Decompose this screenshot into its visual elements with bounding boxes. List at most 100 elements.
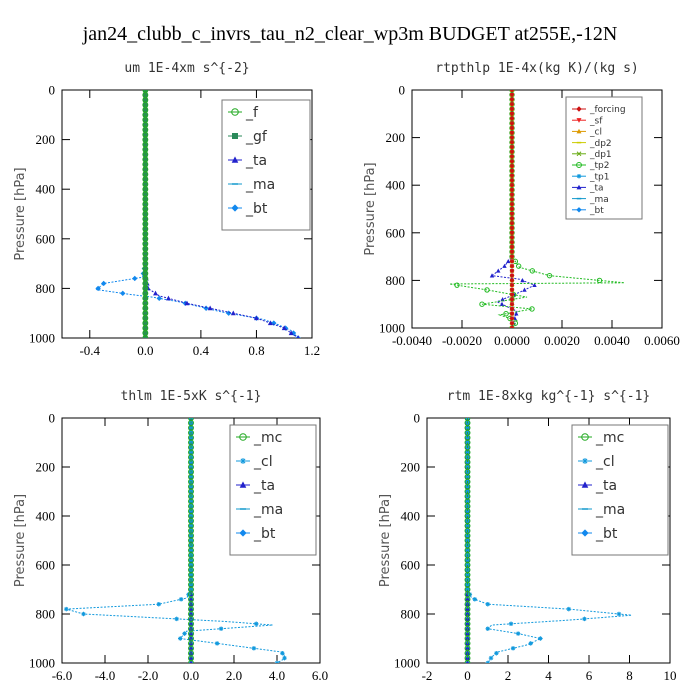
data-point xyxy=(465,533,470,538)
x-tick-label: 0.0060 xyxy=(644,333,680,348)
legend-marker xyxy=(239,433,247,441)
data-point xyxy=(509,111,515,117)
y-tick-label: 800 xyxy=(401,607,421,622)
data-point xyxy=(509,201,515,207)
y-tick-label: 600 xyxy=(401,558,421,573)
legend-marker xyxy=(581,529,589,537)
legend: _mc _cl _ta _ma _bt xyxy=(571,424,669,556)
data-point xyxy=(188,660,194,663)
data-point xyxy=(253,315,259,321)
legend-label: _mc xyxy=(595,430,624,446)
data-point xyxy=(142,335,149,338)
data-point xyxy=(509,297,515,302)
data-point xyxy=(143,132,148,137)
x-tick-label: 0.8 xyxy=(248,343,264,358)
y-axis-label: Pressure [hPa] xyxy=(378,494,393,587)
x-tick-label: -0.0020 xyxy=(442,333,482,348)
data-point xyxy=(188,596,194,602)
chart-panel-2: rtpthlp 1E-4x(kg K)/(kg s) 0 200 400 600 800 1… xyxy=(363,61,680,348)
data-point xyxy=(120,290,126,297)
data-point xyxy=(509,230,515,236)
data-point xyxy=(64,606,69,612)
data-point xyxy=(188,425,194,431)
x-tick-label: -2.0 xyxy=(138,668,159,683)
data-point xyxy=(81,611,86,617)
series-mc xyxy=(188,418,194,663)
data-point xyxy=(509,306,515,312)
data-point xyxy=(520,278,525,283)
legend-marker xyxy=(576,151,582,157)
data-point xyxy=(509,206,515,212)
data-point xyxy=(509,258,515,264)
x-tick-label: 0.0 xyxy=(183,668,199,683)
x-tick-label: 0.4 xyxy=(193,343,210,358)
data-point xyxy=(465,523,470,529)
data-point xyxy=(566,606,571,612)
legend-label: _bt xyxy=(589,206,604,216)
y-tick-label: 800 xyxy=(36,607,56,622)
data-point xyxy=(509,292,515,298)
data-point xyxy=(296,335,300,338)
x-tick-label: 0.0020 xyxy=(544,333,580,348)
data-point xyxy=(188,484,194,489)
series-line xyxy=(449,90,625,328)
series-forcing xyxy=(509,90,515,328)
data-point xyxy=(188,572,194,578)
data-point xyxy=(509,92,515,98)
data-point xyxy=(188,548,194,553)
x-tick-label: -0.4 xyxy=(79,343,100,358)
chart-title: rtm 1E-8xkg kg^{-1} s^{-1} xyxy=(447,389,651,404)
x-tick-label: 0.0040 xyxy=(594,333,630,348)
data-point xyxy=(271,320,277,326)
figure-title: jan24_clubb_c_invrs_tau_n2_clear_wp3m BU… xyxy=(82,23,618,45)
data-point xyxy=(508,621,514,627)
data-point xyxy=(514,311,519,316)
data-point xyxy=(509,235,515,240)
x-tick-label: -0.0040 xyxy=(392,333,432,348)
y-tick-label: 0 xyxy=(49,411,56,426)
data-point xyxy=(515,263,522,269)
data-point xyxy=(143,310,148,316)
data-point xyxy=(509,120,515,126)
legend-marker xyxy=(240,458,246,464)
data-point xyxy=(465,548,470,553)
data-point xyxy=(509,97,515,102)
data-point xyxy=(203,305,209,311)
data-point xyxy=(484,287,490,293)
data-point xyxy=(499,301,505,306)
data-point xyxy=(509,239,515,245)
x-tick-label: 0.0000 xyxy=(494,333,530,348)
data-point xyxy=(465,450,470,455)
data-point xyxy=(281,325,287,331)
data-point xyxy=(143,107,148,113)
data-point xyxy=(153,290,158,296)
data-point xyxy=(509,278,515,283)
data-point xyxy=(143,251,148,256)
legend-marker xyxy=(239,481,247,488)
legend-label: _ma xyxy=(595,502,625,518)
data-point xyxy=(465,645,470,651)
legend-marker xyxy=(576,106,582,112)
y-tick-label: 1000 xyxy=(29,331,55,346)
data-point xyxy=(485,601,490,607)
data-point xyxy=(465,499,470,504)
x-tick-label: 0 xyxy=(464,668,471,683)
y-tick-label: 600 xyxy=(386,225,406,240)
y-tick-label: 0 xyxy=(399,83,406,98)
data-point xyxy=(509,130,515,136)
chart-title: thlm 1E-5xK s^{-1} xyxy=(121,389,262,404)
data-point xyxy=(465,508,470,514)
data-point xyxy=(188,508,194,514)
data-point xyxy=(528,641,533,646)
data-point xyxy=(509,301,515,307)
y-tick-label: 400 xyxy=(36,182,56,197)
data-point xyxy=(267,320,273,326)
x-tick-label: 4.0 xyxy=(269,668,285,683)
legend-marker xyxy=(231,204,239,212)
x-tick-label: 4 xyxy=(545,668,552,683)
legend: _f _gf _ta _ma _bt xyxy=(221,99,311,231)
x-tick-label: 0.0 xyxy=(137,343,153,358)
data-point xyxy=(274,660,280,663)
data-point xyxy=(465,435,470,440)
